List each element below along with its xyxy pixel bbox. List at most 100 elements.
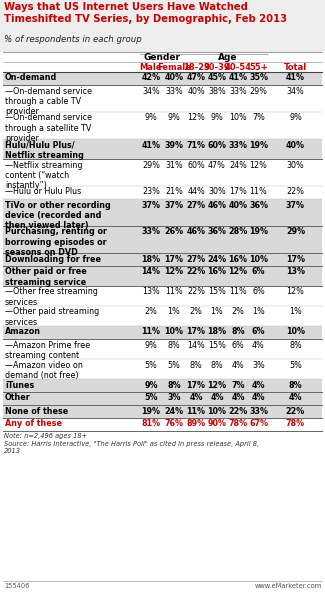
Text: 7%: 7% bbox=[231, 381, 245, 390]
Text: 2%: 2% bbox=[231, 308, 244, 317]
Text: 8%: 8% bbox=[289, 340, 302, 349]
Text: 22%: 22% bbox=[187, 288, 205, 296]
Text: 18%: 18% bbox=[141, 254, 161, 263]
Text: 29%: 29% bbox=[250, 87, 267, 95]
Bar bbox=[3, 253, 322, 266]
Bar bbox=[3, 405, 322, 418]
Text: 11%: 11% bbox=[229, 288, 247, 296]
Text: 33%: 33% bbox=[141, 228, 161, 237]
Bar bbox=[3, 186, 322, 199]
Text: 8%: 8% bbox=[189, 361, 202, 369]
Text: 46%: 46% bbox=[187, 228, 205, 237]
Text: 40%: 40% bbox=[187, 87, 205, 95]
Text: 36%: 36% bbox=[207, 228, 227, 237]
Text: 8%: 8% bbox=[211, 361, 223, 369]
Text: 4%: 4% bbox=[252, 381, 265, 390]
Text: 11%: 11% bbox=[250, 187, 267, 196]
Text: 33%: 33% bbox=[165, 87, 183, 95]
Text: 9%: 9% bbox=[144, 381, 158, 390]
Text: TiVo or other recording
device (recorded and
then viewed later): TiVo or other recording device (recorded… bbox=[5, 200, 111, 230]
Text: 11%: 11% bbox=[165, 288, 183, 296]
Text: 1%: 1% bbox=[168, 308, 180, 317]
Text: 4%: 4% bbox=[210, 394, 224, 403]
Text: www.eMarketer.com: www.eMarketer.com bbox=[255, 583, 322, 589]
Text: 26%: 26% bbox=[164, 228, 184, 237]
Text: 23%: 23% bbox=[142, 187, 160, 196]
Bar bbox=[3, 266, 322, 286]
Text: 30%: 30% bbox=[287, 161, 305, 170]
Bar bbox=[3, 159, 322, 186]
Text: 22%: 22% bbox=[286, 406, 305, 416]
Text: 13%: 13% bbox=[142, 288, 160, 296]
Text: 3%: 3% bbox=[252, 361, 265, 369]
Bar bbox=[3, 139, 322, 159]
Text: 89%: 89% bbox=[187, 419, 205, 429]
Text: 55+: 55+ bbox=[249, 63, 268, 72]
Text: 19%: 19% bbox=[249, 141, 268, 149]
Text: 35%: 35% bbox=[249, 74, 268, 82]
Text: Ways that US Internet Users Have Watched
Timeshifted TV Series, by Demographic, : Ways that US Internet Users Have Watched… bbox=[4, 2, 287, 24]
Text: % of respondents in each group: % of respondents in each group bbox=[4, 35, 142, 44]
Text: 5%: 5% bbox=[289, 361, 302, 369]
Bar bbox=[3, 392, 322, 405]
Text: 11%: 11% bbox=[187, 406, 205, 416]
Text: 34%: 34% bbox=[142, 87, 160, 95]
Text: 9%: 9% bbox=[145, 113, 157, 123]
Text: 11%: 11% bbox=[141, 327, 161, 336]
Text: 22%: 22% bbox=[228, 406, 248, 416]
Text: 2%: 2% bbox=[189, 308, 202, 317]
Text: 22%: 22% bbox=[186, 267, 206, 276]
Text: 5%: 5% bbox=[144, 394, 158, 403]
Bar bbox=[3, 306, 322, 326]
Text: 1%: 1% bbox=[289, 308, 302, 317]
Text: 17%: 17% bbox=[286, 254, 305, 263]
Text: 13%: 13% bbox=[286, 267, 305, 276]
Text: —Amazon video on
demand (not free): —Amazon video on demand (not free) bbox=[5, 361, 83, 380]
Text: On-demand: On-demand bbox=[5, 74, 57, 82]
Bar bbox=[3, 72, 322, 85]
Text: 22%: 22% bbox=[287, 187, 305, 196]
Text: 9%: 9% bbox=[289, 113, 302, 123]
Text: 5%: 5% bbox=[168, 361, 180, 369]
Text: 33%: 33% bbox=[229, 87, 247, 95]
Text: 8%: 8% bbox=[167, 381, 181, 390]
Text: 40%: 40% bbox=[164, 74, 184, 82]
Text: 71%: 71% bbox=[187, 141, 205, 149]
Bar bbox=[3, 85, 322, 112]
Text: 9%: 9% bbox=[145, 340, 157, 349]
Text: 19%: 19% bbox=[141, 406, 161, 416]
Text: 9%: 9% bbox=[211, 113, 224, 123]
Text: 4%: 4% bbox=[189, 394, 203, 403]
Text: Gender: Gender bbox=[144, 53, 181, 62]
Text: —Other paid streaming
services: —Other paid streaming services bbox=[5, 308, 99, 327]
Text: 17%: 17% bbox=[187, 327, 205, 336]
Text: Hulu/Hulu Plus/
Netflix streaming: Hulu/Hulu Plus/ Netflix streaming bbox=[5, 141, 84, 160]
Text: 40%: 40% bbox=[286, 141, 305, 149]
Text: 5%: 5% bbox=[145, 361, 157, 369]
Text: —On-demand service
through a cable TV
provider: —On-demand service through a cable TV pr… bbox=[5, 87, 92, 116]
Text: 47%: 47% bbox=[208, 161, 226, 170]
Text: 2%: 2% bbox=[145, 308, 157, 317]
Text: iTunes: iTunes bbox=[5, 381, 34, 390]
Text: 36%: 36% bbox=[249, 200, 268, 209]
Text: 4%: 4% bbox=[231, 394, 245, 403]
Bar bbox=[3, 286, 322, 306]
Text: —Netflix streaming
content (“watch
instantly”): —Netflix streaming content (“watch insta… bbox=[5, 161, 83, 190]
Text: 16%: 16% bbox=[228, 254, 248, 263]
Text: Any of these: Any of these bbox=[5, 419, 62, 429]
Text: 10%: 10% bbox=[286, 327, 305, 336]
Text: 45%: 45% bbox=[207, 74, 227, 82]
Text: 41%: 41% bbox=[141, 141, 161, 149]
Text: 8%: 8% bbox=[168, 340, 180, 349]
Text: 19%: 19% bbox=[249, 228, 268, 237]
Bar bbox=[0, 0, 325, 52]
Text: 78%: 78% bbox=[228, 419, 248, 429]
Text: —Other free streaming
services: —Other free streaming services bbox=[5, 288, 98, 307]
Text: Downloading for free: Downloading for free bbox=[5, 254, 101, 263]
Text: 18%: 18% bbox=[207, 327, 227, 336]
Bar bbox=[3, 326, 322, 339]
Text: 33%: 33% bbox=[228, 141, 248, 149]
Text: —Amazon Prime free
streaming content: —Amazon Prime free streaming content bbox=[5, 340, 90, 360]
Text: 18-29: 18-29 bbox=[183, 63, 209, 72]
Text: 15%: 15% bbox=[208, 288, 226, 296]
